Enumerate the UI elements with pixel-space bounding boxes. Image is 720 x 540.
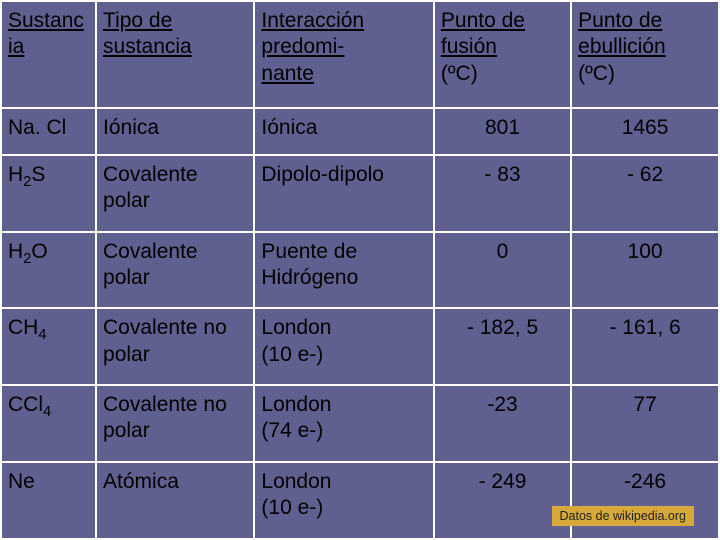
cell-interaction: Puente de Hidrógeno: [254, 232, 434, 309]
table-row: Ne Atómica London(10 e-) - 249 -246: [1, 462, 719, 539]
cell-type: Covalente no polar: [96, 385, 254, 462]
cell-melting: -23: [434, 385, 571, 462]
cell-interaction: London(10 e-): [254, 308, 434, 385]
cell-substance: CCl4: [1, 385, 96, 462]
cell-melting: - 182, 5: [434, 308, 571, 385]
cell-interaction: Iónica: [254, 108, 434, 155]
credit-badge: Datos de wikipedia.org: [552, 506, 694, 526]
header-boiling: Punto deebullición(ºC): [571, 1, 719, 108]
table-row: CCl4 Covalente no polar London(74 e-) -2…: [1, 385, 719, 462]
table-header-row: Sustancia Tipo desustancia Interacciónpr…: [1, 1, 719, 108]
cell-type: Covalente no polar: [96, 308, 254, 385]
cell-interaction: Dipolo-dipolo: [254, 155, 434, 232]
header-interaction: Interacciónpredomi-nante: [254, 1, 434, 108]
cell-substance: H2S: [1, 155, 96, 232]
cell-type: Covalente polar: [96, 232, 254, 309]
cell-boiling: - 62: [571, 155, 719, 232]
cell-type: Atómica: [96, 462, 254, 539]
cell-melting: 0: [434, 232, 571, 309]
cell-interaction: London(74 e-): [254, 385, 434, 462]
cell-boiling: 1465: [571, 108, 719, 155]
properties-table: Sustancia Tipo desustancia Interacciónpr…: [0, 0, 720, 540]
cell-substance: Na. Cl: [1, 108, 96, 155]
cell-type: Iónica: [96, 108, 254, 155]
table-row: H2O Covalente polar Puente de Hidrógeno …: [1, 232, 719, 309]
cell-boiling: 77: [571, 385, 719, 462]
cell-boiling: - 161, 6: [571, 308, 719, 385]
cell-substance: H2O: [1, 232, 96, 309]
cell-melting: - 249: [434, 462, 571, 539]
cell-substance: CH4: [1, 308, 96, 385]
cell-melting: 801: [434, 108, 571, 155]
table-row: Na. Cl Iónica Iónica 801 1465: [1, 108, 719, 155]
header-substance: Sustancia: [1, 1, 96, 108]
cell-boiling: -246: [571, 462, 719, 539]
cell-type: Covalente polar: [96, 155, 254, 232]
cell-melting: - 83: [434, 155, 571, 232]
cell-substance: Ne: [1, 462, 96, 539]
header-type: Tipo desustancia: [96, 1, 254, 108]
table-row: H2S Covalente polar Dipolo-dipolo - 83 -…: [1, 155, 719, 232]
header-melting: Punto defusión(ºC): [434, 1, 571, 108]
table-row: CH4 Covalente no polar London(10 e-) - 1…: [1, 308, 719, 385]
cell-boiling: 100: [571, 232, 719, 309]
cell-interaction: London(10 e-): [254, 462, 434, 539]
